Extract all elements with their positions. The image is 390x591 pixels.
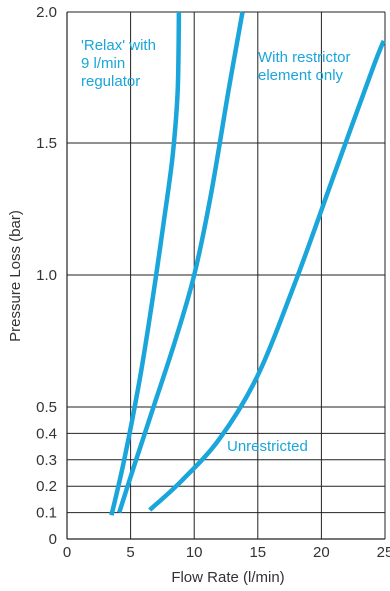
y-tick-label: 1.5 (36, 135, 57, 152)
series-line-restrictor (117, 11, 245, 514)
y-tick-label: 0 (49, 531, 57, 548)
series-line-unrestricted (148, 39, 386, 512)
annotation-unrestricted: Unrestricted (227, 438, 308, 455)
y-tick-label: 0.3 (36, 452, 57, 469)
x-axis-title: Flow Rate (l/min) (171, 569, 284, 586)
x-tick-label: 0 (63, 544, 71, 561)
y-tick-label: 0.4 (36, 425, 57, 442)
y-tick-label: 0.1 (36, 505, 57, 522)
series-lines (109, 11, 386, 516)
annotation-relax-line-1: 'Relax' with (81, 37, 156, 54)
y-tick-label: 0.2 (36, 478, 57, 495)
y-tick-label: 0.5 (36, 399, 57, 416)
grid-lines (66, 11, 386, 540)
tick-labels: 0 5 10 15 20 25 0 0.1 0.2 0.3 0.4 0.5 1.0 1.5 2.0 (36, 4, 390, 561)
annotation-relax-line-2: 9 l/min (81, 55, 125, 72)
x-tick-label: 25 (377, 544, 390, 561)
annotation-restrictor-line-2: element only (258, 67, 344, 84)
annotation-relax-line-3: regulator (81, 73, 140, 90)
series-line-relax (109, 11, 182, 516)
annotation-restrictor: With restrictor element only (258, 49, 351, 84)
y-axis-title: Pressure Loss (bar) (7, 210, 24, 342)
x-tick-label: 10 (186, 544, 203, 561)
x-tick-label: 15 (249, 544, 266, 561)
x-tick-label: 5 (126, 544, 134, 561)
y-tick-label: 1.0 (36, 267, 57, 284)
x-tick-label: 20 (313, 544, 330, 561)
annotation-relax: 'Relax' with 9 l/min regulator (81, 37, 156, 90)
annotation-unrestricted-line-1: Unrestricted (227, 438, 308, 455)
y-tick-label: 2.0 (36, 4, 57, 21)
annotation-restrictor-line-1: With restrictor (258, 49, 351, 66)
